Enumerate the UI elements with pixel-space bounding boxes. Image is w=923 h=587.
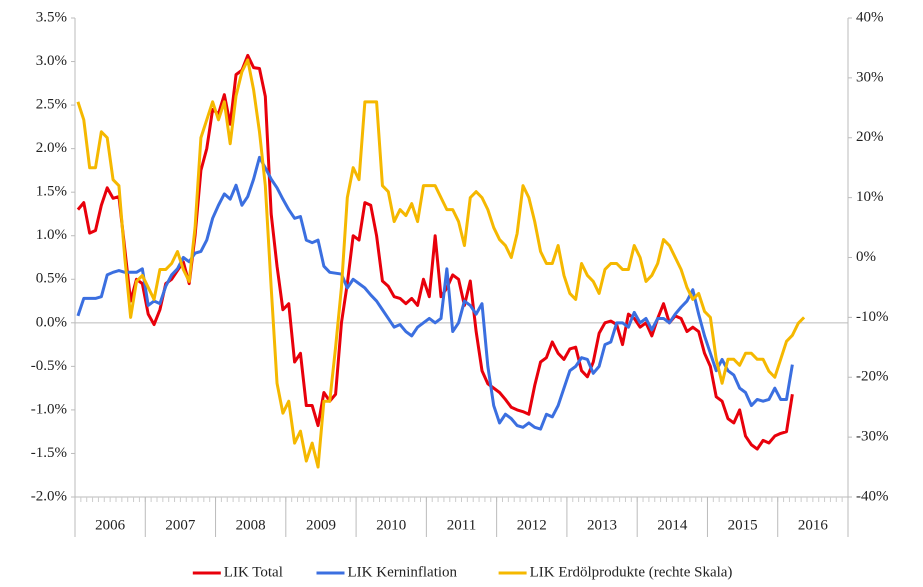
x-tick-label: 2014 (657, 517, 688, 533)
y-tick-label: 1.0% (36, 227, 67, 243)
x-tick-label: 2015 (728, 517, 758, 533)
x-tick-label: 2006 (95, 517, 126, 533)
y2-tick-label: 30% (856, 69, 884, 85)
y2-tick-label: 40% (856, 9, 884, 25)
x-tick-label: 2009 (306, 517, 336, 533)
legend-label: LIK Kerninflation (348, 564, 458, 580)
y-tick-label: 0.0% (36, 314, 67, 330)
y2-tick-label: 0% (856, 249, 876, 265)
y2-tick-label: -30% (856, 429, 889, 445)
y2-tick-label: -10% (856, 309, 889, 325)
series-line (76, 53, 794, 451)
series-line (76, 58, 806, 469)
y-tick-label: 1.5% (36, 184, 67, 200)
y2-tick-label: -20% (856, 369, 889, 385)
y-tick-label: 2.0% (36, 140, 67, 156)
y-tick-label: 3.5% (36, 9, 67, 25)
x-tick-label: 2008 (236, 517, 266, 533)
y-tick-label: -1.5% (31, 445, 67, 461)
x-tick-label: 2007 (165, 517, 196, 533)
y-tick-label: 2.5% (36, 97, 67, 113)
legend-label: LIK Erdölprodukte (rechte Skala) (530, 564, 733, 580)
y2-tick-label: 20% (856, 129, 884, 145)
y-tick-label: 3.0% (36, 53, 67, 69)
x-tick-label: 2011 (447, 517, 476, 533)
legend-label: LIK Total (224, 564, 283, 580)
y2-tick-label: -40% (856, 488, 889, 504)
x-tick-label: 2016 (798, 517, 829, 533)
y-tick-label: 0.5% (36, 271, 67, 287)
y-tick-label: -0.5% (31, 358, 67, 374)
y-tick-label: -1.0% (31, 401, 67, 417)
y-tick-label: -2.0% (31, 488, 67, 504)
y2-tick-label: 10% (856, 189, 884, 205)
x-tick-label: 2010 (376, 517, 406, 533)
x-tick-label: 2012 (517, 517, 547, 533)
x-tick-label: 2013 (587, 517, 617, 533)
series-line (76, 155, 794, 431)
